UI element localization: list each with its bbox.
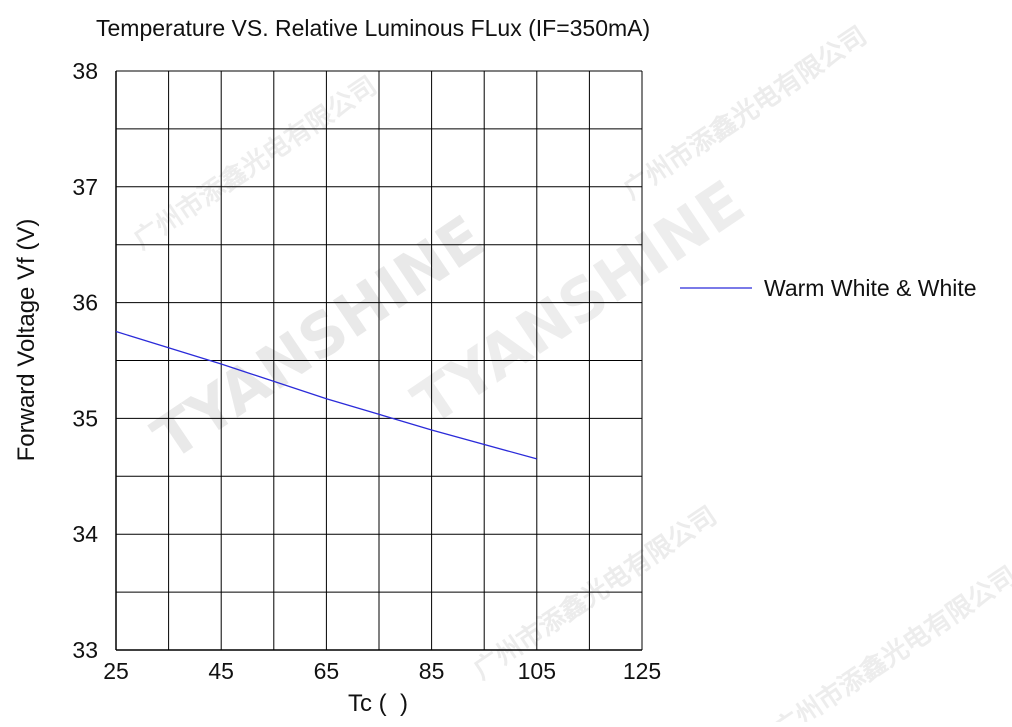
y-axis-label: Forward Voltage Vf (V) (13, 219, 40, 462)
watermark-company: 广州市添鑫光电有限公司 (618, 20, 872, 206)
watermark-company: 广州市添鑫光电有限公司 (768, 560, 1012, 722)
x-tick-label: 65 (314, 658, 340, 684)
series-layer (115, 330, 537, 460)
watermark-company: 广州市添鑫光电有限公司 (468, 500, 722, 686)
watermark-layer: TYANSHINETYANSHINE广州市添鑫光电有限公司广州市添鑫光电有限公司… (128, 20, 1012, 727)
x-tick-label: 25 (103, 658, 129, 684)
legend-label: Warm White & White (764, 275, 977, 301)
legend: Warm White & White (680, 275, 977, 301)
x-tick-label: 85 (419, 658, 445, 684)
chart-title: Temperature VS. Relative Luminous FLux (… (96, 15, 650, 41)
y-tick-label: 33 (72, 637, 98, 663)
y-tick-label: 37 (72, 174, 98, 200)
series-line (115, 330, 537, 460)
x-tick-label: 125 (623, 658, 661, 684)
watermark-company: 广州市添鑫光电有限公司 (128, 70, 382, 256)
axes: 25 45 65 85 105 125 33 34 35 36 37 38 (72, 58, 661, 684)
y-tick-label: 36 (72, 290, 98, 316)
grid-lines (115, 70, 643, 651)
x-axis-label: Tc ( ) (348, 690, 408, 717)
y-tick-label: 38 (72, 58, 98, 84)
x-tick-label: 45 (208, 658, 234, 684)
x-tick-label: 105 (518, 658, 556, 684)
y-tick-label: 34 (72, 521, 98, 547)
y-tick-label: 35 (72, 405, 98, 431)
